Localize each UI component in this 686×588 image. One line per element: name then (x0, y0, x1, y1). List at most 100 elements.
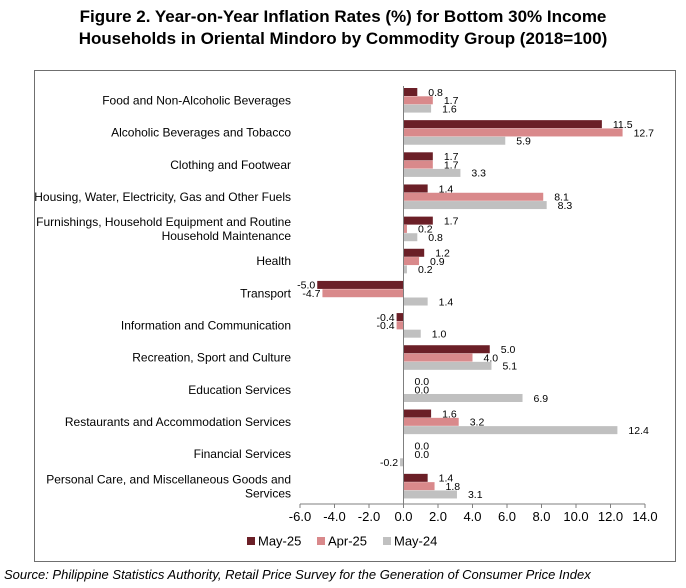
data-label: 11.5 (613, 119, 633, 131)
x-tick-label: 6.0 (498, 509, 516, 524)
bar (403, 216, 433, 225)
bar (403, 473, 428, 482)
chart-frame (34, 70, 676, 562)
bar (403, 361, 492, 370)
data-label: -0.2 (380, 457, 398, 469)
bar (403, 426, 618, 435)
data-label: 1.6 (442, 103, 457, 115)
legend-swatch (383, 537, 391, 545)
bar (403, 482, 435, 491)
data-label: 5.9 (516, 136, 531, 148)
bar (403, 120, 602, 129)
data-label: 0.0 (415, 384, 430, 396)
data-label: 5.1 (502, 361, 517, 373)
legend-swatch (317, 537, 325, 545)
bar (403, 248, 425, 257)
data-label: 1.7 (444, 159, 459, 171)
bar (403, 233, 418, 242)
bar (403, 104, 432, 113)
data-label: -5.0 (297, 280, 315, 292)
data-label: 0.9 (430, 256, 445, 268)
data-label: 0.2 (418, 264, 433, 276)
category-label: Health (256, 254, 291, 268)
bar (403, 128, 623, 137)
bar (403, 88, 418, 96)
data-label: 8.3 (558, 200, 573, 212)
data-label: 3.3 (471, 168, 486, 180)
bar (403, 265, 407, 274)
bar (396, 321, 404, 330)
category-label: Education Services (188, 383, 291, 397)
category-label: Alcoholic Beverages and Tobacco (111, 126, 291, 140)
bar (403, 345, 490, 354)
data-label: 0.8 (428, 87, 443, 99)
bar (396, 313, 404, 322)
data-label: 12.7 (634, 127, 655, 139)
bar (403, 353, 473, 362)
data-label: 8.1 (554, 192, 569, 204)
bar (322, 289, 404, 298)
category-label: Restaurants and Accommodation Services (65, 415, 291, 429)
data-label: 1.4 (439, 183, 454, 195)
data-label: -0.4 (377, 312, 395, 324)
data-label: 4.0 (484, 352, 499, 364)
data-label: 0.2 (418, 224, 433, 236)
x-tick-label: 10.0 (563, 509, 588, 524)
data-label: 0.0 (415, 440, 430, 452)
data-label: 3.1 (468, 489, 483, 501)
category-label: Furnishings, Household Equipment and Rou… (36, 215, 291, 243)
data-label: 1.4 (439, 473, 454, 485)
data-label: 1.7 (444, 215, 459, 227)
data-label: 1.2 (435, 248, 450, 260)
chart-title-line2: Households in Oriental Mindoro by Commod… (78, 29, 608, 48)
bar (403, 184, 428, 193)
category-label: Clothing and Footwear (170, 158, 291, 172)
legend-swatch (247, 537, 255, 545)
x-tick-label: 12.0 (598, 509, 623, 524)
source-note: Source: Philippine Statistics Authority,… (4, 567, 591, 582)
category-label-line: Household Maintenance (162, 229, 292, 243)
data-label: 5.0 (501, 344, 516, 356)
bar (317, 280, 404, 289)
data-label: 0.8 (428, 232, 443, 244)
x-tick-label: 2.0 (429, 509, 447, 524)
data-label: 0.0 (415, 449, 430, 461)
category-label: Personal Care, and Miscellaneous Goods a… (46, 472, 291, 500)
category-label-line: Furnishings, Household Equipment and Rou… (36, 215, 291, 229)
chart-title-line1: Figure 2. Year-on-Year Inflation Rates (… (79, 7, 607, 26)
data-label: 1.0 (432, 328, 447, 340)
data-label: 12.4 (628, 425, 649, 437)
legend-label: May-25 (258, 534, 301, 549)
category-label-line: Services (245, 486, 291, 500)
legend-label: Apr-25 (328, 534, 367, 549)
x-tick-label: -4.0 (323, 509, 345, 524)
data-label: 1.7 (444, 151, 459, 163)
x-tick-label: 8.0 (532, 509, 550, 524)
category-label: Housing, Water, Electricity, Gas and Oth… (34, 190, 291, 204)
category-label: Recreation, Sport and Culture (132, 351, 291, 365)
data-label: 1.6 (442, 408, 457, 420)
bar (403, 96, 433, 105)
data-label: 1.8 (446, 481, 461, 493)
x-tick-label: 4.0 (463, 509, 481, 524)
bar (400, 458, 404, 467)
bar (403, 409, 432, 418)
bar (403, 201, 547, 210)
bar (403, 136, 506, 145)
bar (403, 152, 433, 161)
x-tick-label: -2.0 (358, 509, 380, 524)
x-tick-label: -6.0 (289, 509, 311, 524)
data-label: 1.7 (444, 95, 459, 107)
bar (403, 297, 428, 306)
legend-label: May-24 (394, 534, 437, 549)
bar (403, 490, 457, 499)
data-label: 1.4 (439, 296, 454, 308)
data-label: 3.2 (470, 417, 485, 429)
x-tick-label: 0.0 (394, 509, 412, 524)
category-label: Food and Non-Alcoholic Beverages (102, 93, 291, 107)
bar (403, 417, 459, 426)
data-label: -4.7 (302, 288, 320, 300)
bar (403, 160, 433, 169)
chart-title: Figure 2. Year-on-Year Inflation Rates (… (0, 6, 686, 50)
